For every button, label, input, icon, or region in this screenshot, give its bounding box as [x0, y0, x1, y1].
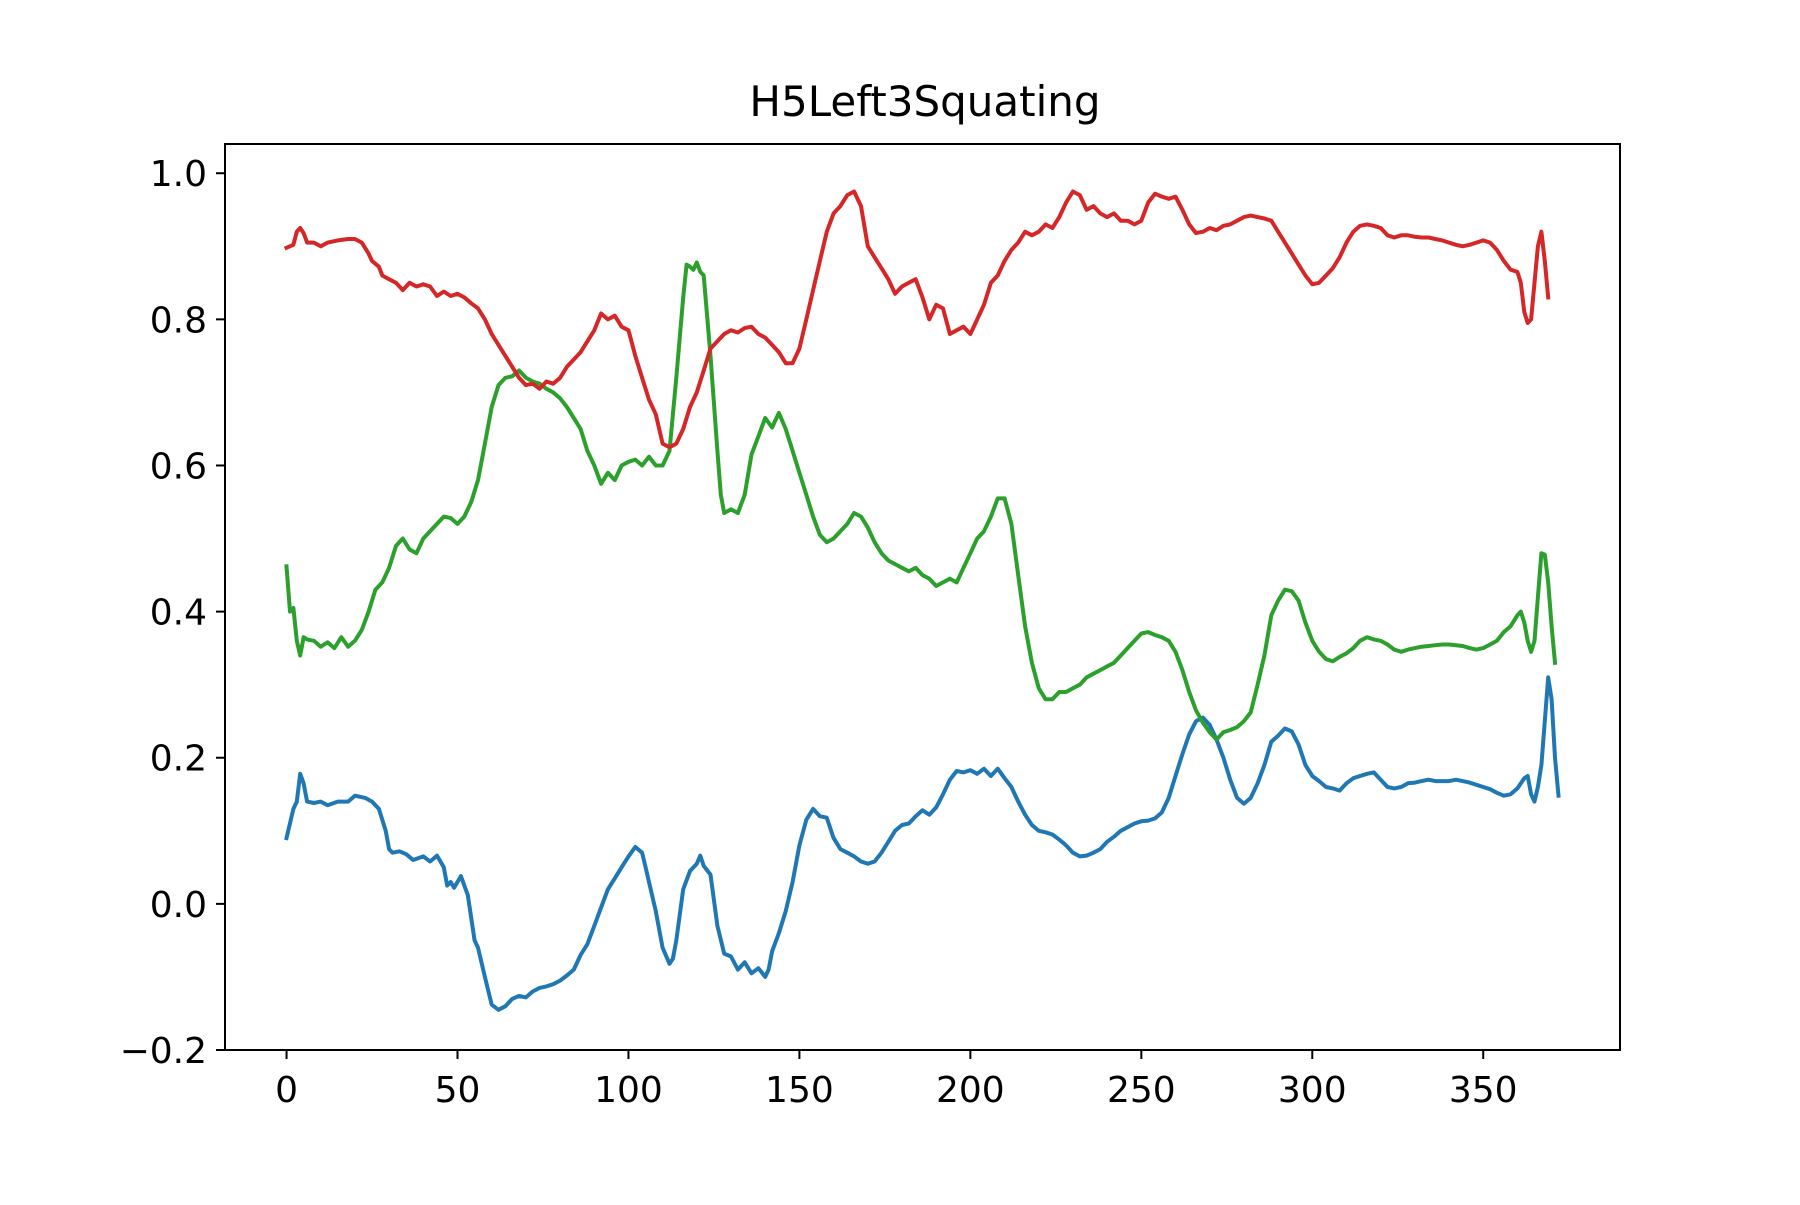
chart-title: H5Left3Squating [749, 77, 1100, 126]
y-tick-label: 0.2 [150, 739, 207, 780]
x-tick-label: 150 [765, 1070, 834, 1111]
x-tick-label: 0 [275, 1070, 298, 1111]
x-tick-label: 100 [594, 1070, 663, 1111]
y-tick-label: −0.2 [120, 1031, 207, 1072]
series-line-1 [284, 675, 1561, 1012]
y-tick-label: 1.0 [150, 154, 207, 195]
y-tick-label: 0.4 [150, 593, 207, 634]
x-tick-label: 250 [1107, 1070, 1176, 1111]
series-line-2 [284, 260, 1558, 742]
x-tick-label: 200 [936, 1070, 1005, 1111]
y-tick-label: 0.0 [150, 885, 207, 926]
series-layer [283, 189, 1561, 1012]
series-line-3 [283, 189, 1551, 450]
axis-layer: 0 50 100 150 200 250 300 350 −0.2 0.0 0.2 0.4 0.6 0.8… [120, 154, 1518, 1111]
x-tick-label: 50 [435, 1070, 481, 1111]
plot-frame [224, 143, 1621, 1051]
y-tick-label: 0.8 [150, 300, 207, 341]
x-tick-label: 300 [1278, 1070, 1347, 1111]
y-tick-label: 0.6 [150, 446, 207, 487]
x-tick-label: 350 [1449, 1070, 1518, 1111]
